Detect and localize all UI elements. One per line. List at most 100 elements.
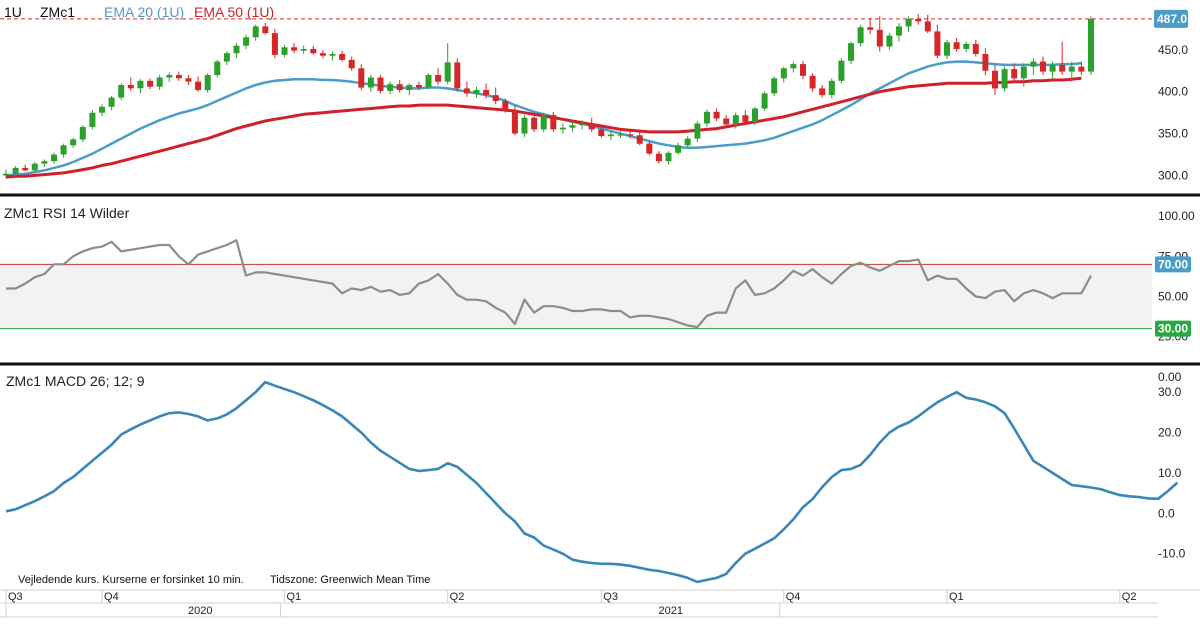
- rsi-panel-title: ZMc1 RSI 14 Wilder: [4, 205, 130, 221]
- quarter-label: Q4: [104, 591, 119, 603]
- candle-down: [271, 33, 278, 55]
- candle-down: [492, 95, 499, 101]
- candle-up: [329, 54, 336, 56]
- candle-up: [1020, 66, 1027, 79]
- candle-down: [550, 115, 557, 130]
- candle-up: [732, 115, 739, 125]
- candle-up: [579, 123, 586, 126]
- candle-down: [147, 80, 154, 87]
- candle-up: [118, 85, 125, 98]
- candle-down: [809, 75, 816, 89]
- candle-up: [569, 125, 576, 128]
- candle-up: [223, 53, 230, 62]
- candle-down: [339, 54, 346, 60]
- candle-up: [896, 26, 902, 36]
- candle-up: [521, 117, 528, 134]
- price-axis-tick: 300.0: [1158, 168, 1188, 182]
- macd-axis-tick: 0.0: [1158, 506, 1175, 520]
- candle-up: [704, 111, 710, 124]
- candle-up: [617, 134, 624, 136]
- candle-up: [963, 44, 970, 49]
- ema20-legend[interactable]: EMA 20 (1U): [104, 4, 185, 20]
- candle-up: [99, 106, 105, 113]
- candle-up: [838, 60, 845, 81]
- year-label: 2020: [188, 605, 212, 617]
- candle-down: [175, 75, 182, 79]
- candle-up: [828, 80, 835, 95]
- candle-down: [636, 135, 643, 144]
- candle-up: [473, 90, 480, 94]
- quarter-label: Q3: [603, 591, 618, 603]
- candle-down: [1011, 69, 1018, 79]
- candle-down: [195, 81, 202, 91]
- price-axis-tick: 400.0: [1158, 85, 1188, 99]
- candle-down: [655, 153, 662, 162]
- candle-down: [867, 27, 874, 30]
- rsi-axis-tick: 50.00: [1158, 290, 1188, 304]
- candle-up: [252, 26, 259, 38]
- candle-down: [646, 143, 653, 154]
- candle-up: [559, 127, 566, 130]
- rsi-level-label: 70.00: [1158, 257, 1188, 271]
- candle-up: [367, 77, 374, 88]
- candle-down: [627, 134, 634, 136]
- period-label: 1U: [4, 4, 22, 20]
- candle-up: [89, 112, 96, 127]
- rsi-axis-tick: 0.00: [1158, 370, 1182, 384]
- candle-down: [924, 21, 931, 32]
- candle-up: [675, 145, 682, 153]
- ema50-legend[interactable]: EMA 50 (1U): [194, 4, 275, 20]
- candle-up: [761, 93, 768, 109]
- rsi-level-tag: [1155, 320, 1191, 337]
- candle-down: [291, 47, 298, 51]
- candle-down: [185, 78, 192, 82]
- candle-down: [415, 85, 422, 88]
- candle-up: [281, 47, 288, 55]
- candle-up: [406, 85, 413, 90]
- last-price-label: 487.0: [1157, 12, 1187, 26]
- candle-up: [1049, 64, 1056, 72]
- candle-up: [607, 134, 614, 137]
- candle-down: [463, 88, 470, 94]
- candle-up: [51, 154, 57, 162]
- candle-down: [934, 31, 941, 56]
- candle-down: [915, 18, 922, 22]
- candle-up: [41, 161, 48, 164]
- candle-up: [137, 80, 144, 89]
- candle-down: [319, 53, 326, 56]
- macd-line: [5, 380, 1179, 584]
- rsi-level-tag: [1155, 256, 1191, 273]
- candle-up: [886, 35, 893, 47]
- candle-down: [598, 129, 605, 137]
- macd-axis-tick: 10.0: [1158, 466, 1182, 480]
- candle-up: [3, 173, 9, 176]
- candle-down: [483, 90, 490, 95]
- quarter-label: Q1: [286, 591, 301, 603]
- candle-up: [79, 126, 86, 140]
- candle-up: [156, 77, 163, 87]
- candle-up: [204, 75, 211, 91]
- candle-down: [22, 167, 29, 171]
- candle-up: [166, 75, 173, 78]
- candle-up: [108, 97, 115, 107]
- candle-down: [1059, 64, 1066, 72]
- candle-up: [1001, 69, 1008, 89]
- candle-down: [800, 64, 806, 76]
- candle-down: [876, 29, 883, 47]
- candle-up: [780, 68, 787, 79]
- candle-up: [31, 163, 38, 171]
- candle-down: [358, 68, 365, 88]
- candle-up: [857, 27, 864, 44]
- candle-down: [588, 123, 595, 130]
- candle-up: [12, 167, 19, 174]
- candle-up: [684, 138, 691, 146]
- candle-down: [1078, 66, 1085, 72]
- candle-up: [771, 78, 778, 94]
- candle-up: [1030, 61, 1037, 67]
- candle-up: [540, 115, 547, 130]
- macd-axis-tick: 20.0: [1158, 426, 1182, 440]
- quarter-label: Q2: [450, 591, 465, 603]
- quarter-label: Q1: [949, 591, 964, 603]
- quarter-label: Q4: [786, 591, 801, 603]
- candle-up: [790, 64, 797, 69]
